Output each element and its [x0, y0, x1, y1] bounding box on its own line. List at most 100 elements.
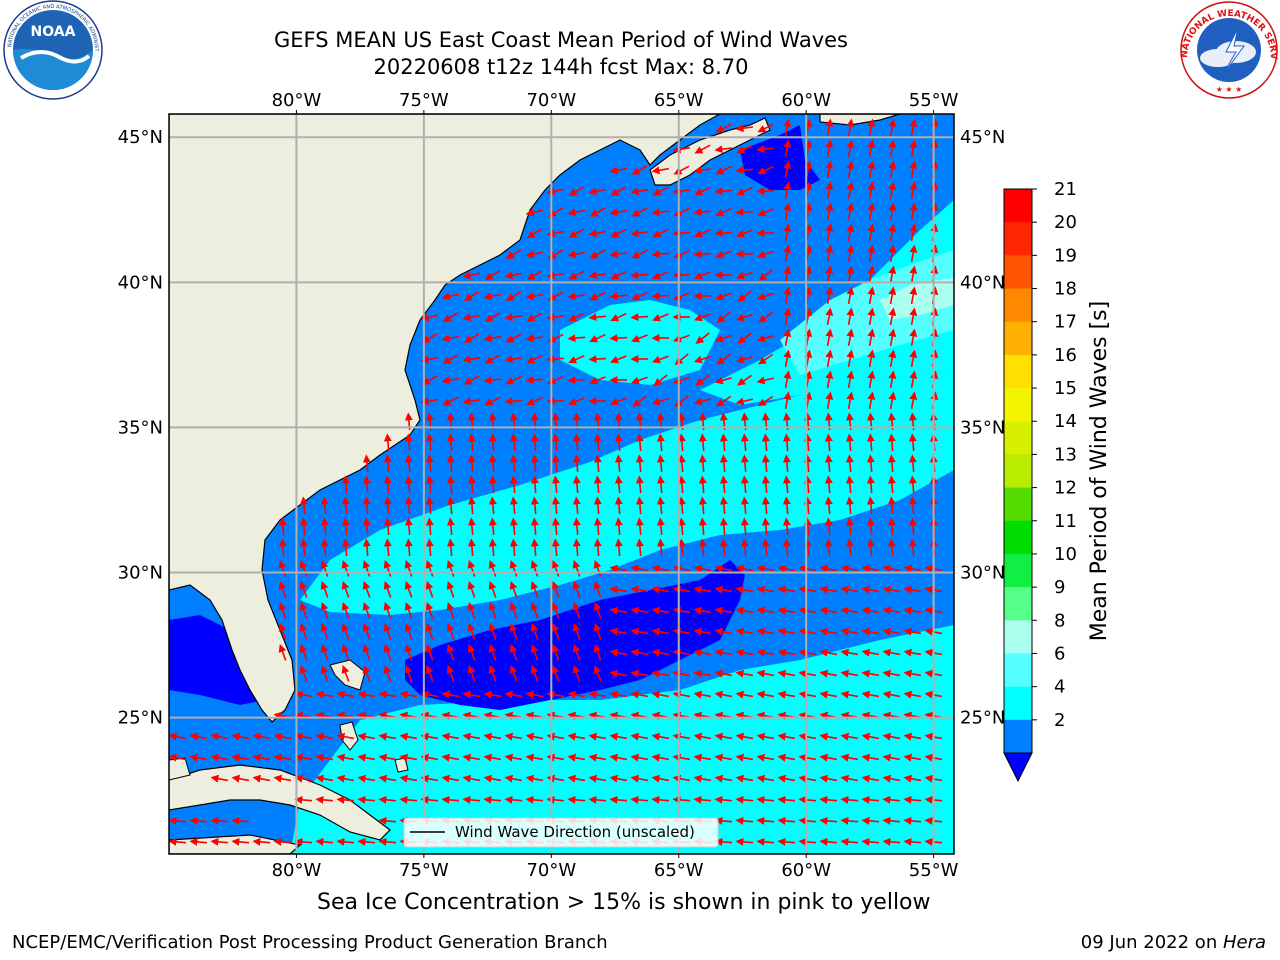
wave-direction-arrow	[589, 333, 606, 343]
wave-direction-arrow	[719, 433, 728, 452]
wave-direction-arrow	[846, 139, 855, 158]
wave-direction-arrow	[737, 290, 752, 303]
wave-direction-arrow	[551, 601, 560, 619]
wave-direction-arrow	[903, 774, 922, 783]
wave-direction-arrow	[357, 732, 376, 741]
wave-direction-arrow	[425, 580, 434, 598]
wave-direction-arrow	[442, 312, 459, 323]
wave-direction-arrow	[551, 517, 560, 536]
wave-direction-arrow	[803, 517, 812, 536]
wave-direction-arrow	[887, 496, 896, 515]
wave-direction-arrow	[888, 181, 897, 200]
wave-direction-arrow	[609, 334, 628, 343]
wave-direction-arrow	[252, 837, 271, 846]
wave-direction-arrow	[824, 475, 833, 494]
wave-direction-arrow	[903, 732, 922, 741]
wave-direction-arrow	[488, 538, 497, 557]
wave-direction-arrow	[714, 648, 733, 657]
wave-direction-arrow	[866, 454, 875, 473]
wave-direction-arrow	[888, 370, 897, 389]
wave-direction-arrow	[299, 580, 308, 598]
wave-direction-arrow	[488, 622, 497, 640]
wave-direction-arrow	[614, 454, 623, 473]
wave-direction-arrow	[504, 271, 523, 280]
wave-direction-arrow	[509, 664, 518, 682]
wave-direction-arrow	[882, 795, 901, 804]
wave-direction-arrow	[568, 270, 585, 280]
wave-direction-arrow	[651, 795, 670, 804]
wave-direction-arrow	[782, 496, 791, 515]
wave-direction-arrow	[336, 837, 355, 846]
wave-direction-arrow	[845, 538, 854, 557]
noaa-logo-text: NOAA	[31, 24, 76, 40]
wave-direction-arrow	[714, 732, 733, 741]
wave-direction-arrow	[758, 353, 774, 365]
wave-direction-arrow	[783, 391, 792, 410]
wave-direction-arrow	[798, 774, 817, 783]
wave-direction-arrow	[887, 538, 896, 557]
wave-direction-arrow	[336, 753, 355, 762]
wave-direction-arrow	[357, 774, 376, 783]
wave-direction-arrow	[572, 559, 581, 577]
wave-direction-arrow	[462, 795, 481, 804]
wave-direction-arrow	[672, 271, 691, 280]
wave-direction-arrow	[673, 165, 690, 175]
wave-direction-arrow	[735, 564, 754, 573]
wave-direction-arrow	[783, 118, 792, 137]
wave-direction-arrow	[846, 223, 855, 242]
wave-direction-arrow	[526, 354, 543, 364]
wave-direction-arrow	[341, 643, 350, 661]
wave-direction-arrow	[315, 837, 334, 846]
wave-direction-arrow	[635, 433, 644, 452]
wave-direction-arrow	[610, 270, 627, 280]
wave-direction-arrow	[630, 627, 649, 636]
wave-direction-arrow	[378, 732, 397, 741]
wave-direction-arrow	[210, 774, 229, 783]
wave-direction-arrow	[672, 229, 691, 238]
wave-direction-arrow	[530, 517, 539, 536]
wave-direction-arrow	[630, 376, 648, 385]
wave-direction-arrow	[551, 580, 560, 598]
wave-direction-arrow	[903, 564, 922, 573]
wave-direction-arrow	[610, 312, 627, 322]
wave-direction-arrow	[530, 433, 539, 452]
wave-direction-arrow	[861, 585, 880, 594]
wave-direction-arrow	[783, 265, 792, 284]
wave-direction-arrow	[693, 250, 712, 259]
wave-direction-arrow	[504, 732, 523, 741]
wave-direction-arrow	[610, 355, 627, 364]
wave-direction-arrow	[882, 627, 901, 636]
period-zone-under-2s-gulf	[169, 615, 265, 705]
wave-direction-arrow	[273, 732, 292, 741]
map-frame	[168, 113, 955, 855]
wave-direction-arrow	[693, 313, 711, 322]
wave-direction-arrow	[404, 622, 413, 640]
wave-direction-arrow	[315, 732, 334, 741]
wave-direction-arrow	[861, 564, 880, 573]
wave-direction-arrow	[903, 585, 922, 594]
wave-direction-arrow	[825, 223, 834, 242]
wave-direction-arrow	[631, 334, 648, 343]
wave-direction-arrow	[819, 606, 838, 615]
wave-direction-arrow	[446, 496, 455, 515]
wave-direction-arrow	[819, 669, 838, 678]
wave-direction-arrow	[825, 202, 834, 221]
wave-direction-arrow	[320, 517, 329, 536]
colorbar-bin	[1004, 587, 1032, 621]
lat-label-right: 30°N	[960, 563, 1005, 584]
wave-direction-arrow	[846, 265, 855, 284]
wave-direction-arrow	[861, 753, 880, 762]
wave-direction-arrow	[656, 433, 665, 452]
wave-direction-arrow	[231, 753, 250, 762]
wave-direction-arrow	[824, 433, 833, 452]
wave-direction-arrow	[908, 496, 917, 515]
wave-direction-arrow	[861, 816, 880, 825]
colorbar-tick-label: 9	[1054, 577, 1065, 598]
wave-direction-arrow	[588, 732, 607, 741]
wave-direction-arrow	[399, 732, 418, 741]
wave-direction-arrow	[467, 454, 476, 473]
wave-direction-arrow	[735, 585, 754, 594]
wave-direction-arrow	[803, 475, 812, 494]
wave-direction-arrow	[294, 690, 313, 699]
wave-direction-arrow	[341, 559, 350, 577]
